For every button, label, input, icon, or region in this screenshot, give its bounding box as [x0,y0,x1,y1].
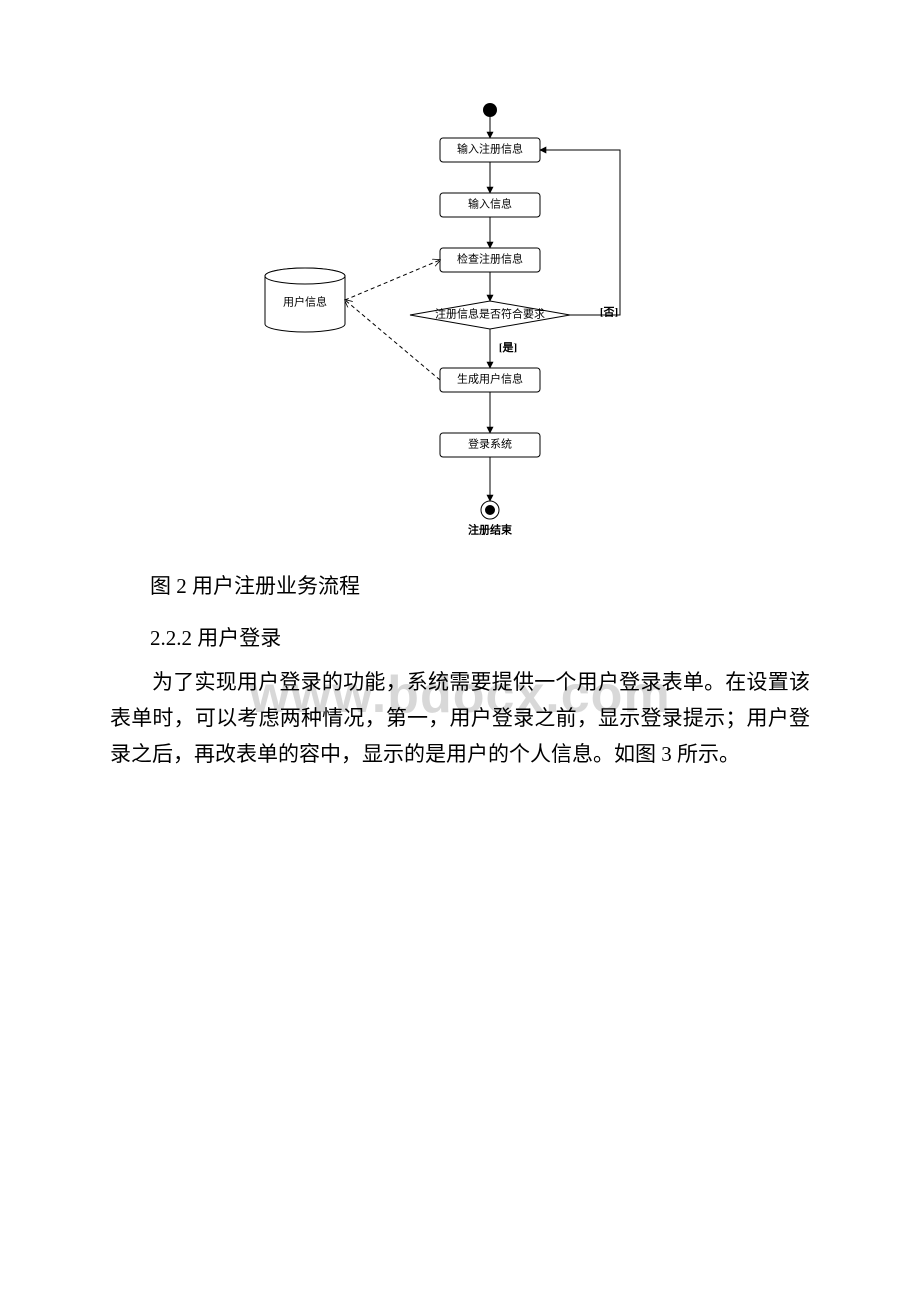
svg-text:注册信息是否符合要求: 注册信息是否符合要求 [435,307,545,321]
svg-text:用户信息: 用户信息 [283,295,327,309]
svg-text:生成用户信息: 生成用户信息 [457,372,523,386]
svg-text:输入注册信息: 输入注册信息 [457,142,523,156]
svg-text:[是]: [是] [499,341,517,354]
svg-text:登录系统: 登录系统 [468,437,512,451]
svg-text:注册结束: 注册结束 [468,523,513,537]
section-heading: 2.2.2 用户登录 [150,622,810,656]
flowchart-figure: 输入注册信息输入信息检查注册信息生成用户信息登录系统 注册信息是否符合要求 用户信息… [240,90,680,540]
svg-text:输入信息: 输入信息 [468,197,512,211]
body-paragraph: 为了实现用户登录的功能，系统需要提供一个用户登录表单。在设置该表单时，可以考虑两… [110,665,810,772]
figure-caption: 图 2 用户注册业务流程 [150,570,810,604]
svg-text:检查注册信息: 检查注册信息 [457,252,523,266]
svg-text:[否]: [否] [600,306,618,319]
